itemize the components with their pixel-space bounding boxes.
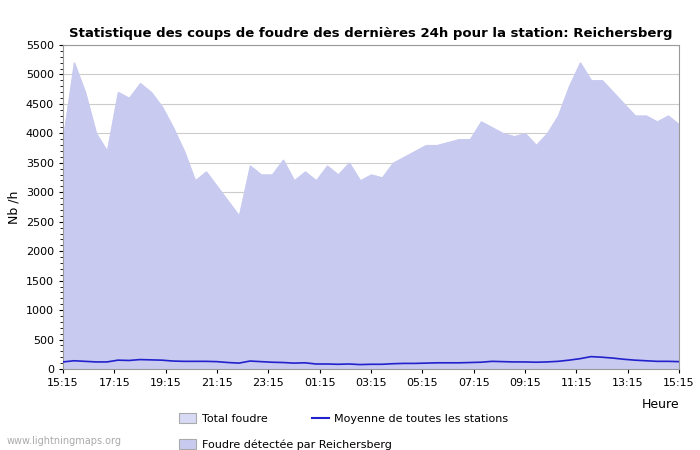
- Title: Statistique des coups de foudre des dernières 24h pour la station: Reichersberg: Statistique des coups de foudre des dern…: [69, 27, 673, 40]
- Text: Heure: Heure: [641, 398, 679, 411]
- Y-axis label: Nb /h: Nb /h: [7, 190, 20, 224]
- Text: www.lightningmaps.org: www.lightningmaps.org: [7, 436, 122, 446]
- Legend: Foudre détectée par Reichersberg: Foudre détectée par Reichersberg: [179, 439, 391, 450]
